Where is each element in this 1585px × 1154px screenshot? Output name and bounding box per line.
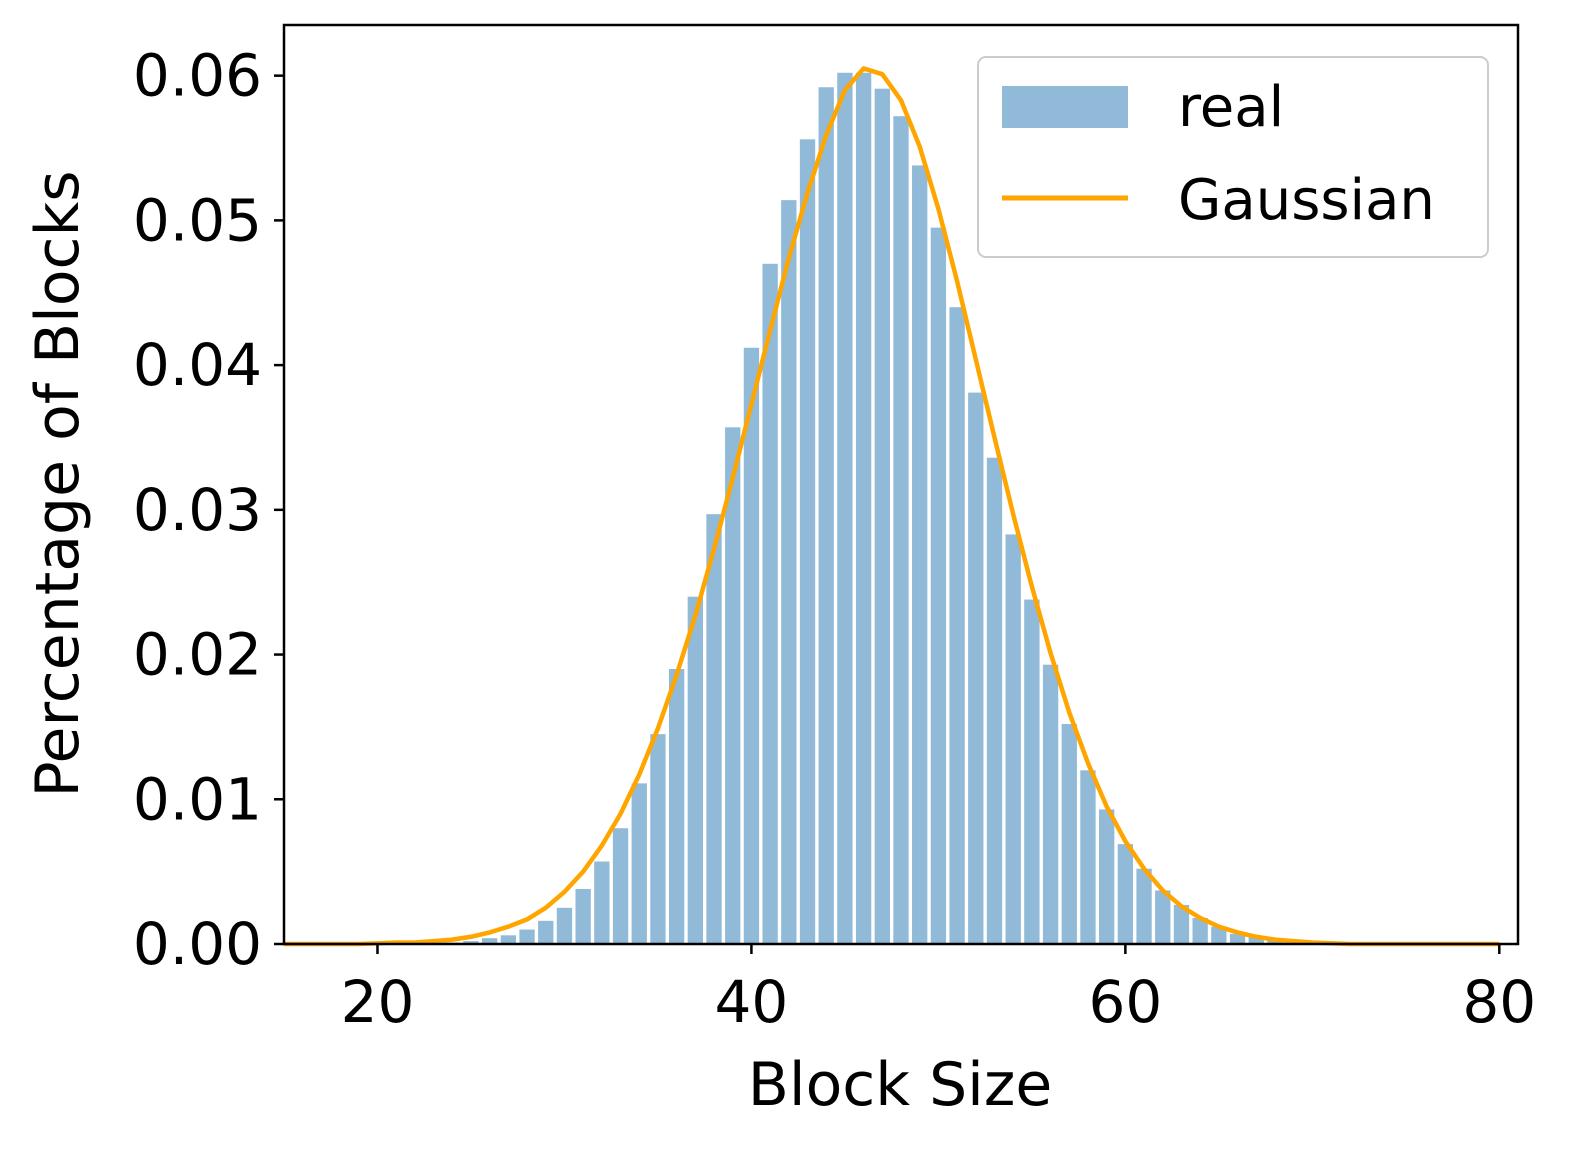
x-axis-ticks: 20 40 60 80 [341,944,1536,1036]
bar [949,307,965,945]
y-tick-label: 0.03 [133,476,262,544]
bar [612,828,629,944]
legend-label-real: real [1178,75,1284,140]
legend-swatch-real [1002,86,1128,128]
bar [1211,926,1227,944]
legend: real Gaussian [977,56,1489,258]
bar [650,734,666,944]
y-tick-label: 0.05 [133,186,262,254]
series-line-gaussian [284,66,1500,947]
bar [631,783,647,944]
bar [1042,664,1059,944]
y-tick-label: 0.04 [133,331,262,399]
y-tick-label: 0.06 [133,42,262,110]
bar [1229,933,1246,944]
bar [818,87,834,945]
bar [668,669,685,944]
bar [1099,809,1115,944]
bar [500,935,517,944]
bar [930,227,947,945]
bar [1192,917,1208,944]
bar [762,263,778,944]
bar [575,889,591,944]
bar [799,139,816,944]
bar [482,938,498,944]
x-axis-label: Block Size [748,1050,1053,1120]
x-tick-label: 20 [341,968,415,1036]
y-axis-ticks: 0.00 0.01 0.02 0.03 0.04 0.05 0.06 [133,42,284,978]
bar [837,72,853,944]
bar [1005,534,1021,944]
bar [519,929,535,944]
x-tick-label: 40 [715,968,789,1036]
y-tick-label: 0.00 [133,910,262,978]
bar [781,200,797,944]
legend-label-gaussian: Gaussian [1178,168,1435,233]
bar [463,941,479,944]
x-tick-label: 60 [1088,968,1162,1036]
bar [538,920,554,944]
bar [687,596,703,944]
bar [1024,599,1040,944]
bar [594,861,610,944]
bar [893,116,909,945]
plot-frame [282,23,1520,946]
bar [874,88,890,945]
bars-real [444,72,1320,945]
y-tick-label: 0.01 [133,765,262,833]
bar [556,907,573,944]
bar [1080,770,1096,944]
bar [1173,904,1190,944]
bar [743,347,760,944]
bar [968,392,984,945]
bar [855,72,872,944]
bar [1061,724,1077,944]
bar [1117,844,1134,944]
y-axis-label: Percentage of Blocks [23,170,93,797]
bar [725,427,741,945]
bar [986,457,1003,944]
bar [912,165,928,944]
bar [1155,890,1171,944]
y-tick-label: 0.02 [133,621,262,689]
bar [1136,868,1152,944]
x-tick-label: 80 [1462,968,1536,1036]
bar [706,514,722,944]
bar [1248,936,1264,944]
